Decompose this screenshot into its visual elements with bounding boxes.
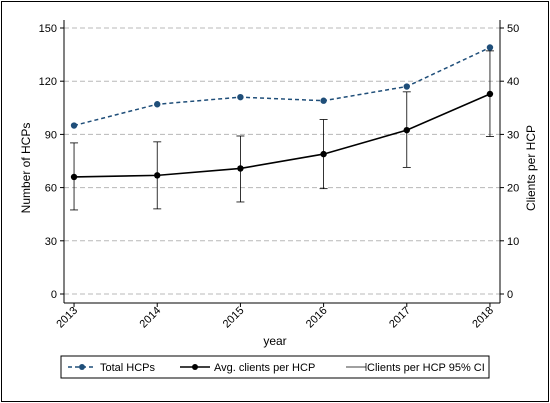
point-total-hcps	[237, 93, 244, 101]
point-total-hcps	[154, 101, 161, 108]
legend: Total HCPs Avg. clients per HCP Clients pe…	[60, 355, 490, 379]
legend-box	[60, 355, 490, 379]
point-total-hcps	[403, 83, 410, 90]
point-avg-clients	[237, 165, 244, 172]
point-avg-clients	[154, 172, 161, 179]
left-tick-label: 60	[45, 183, 57, 195]
series-lines	[73, 46, 491, 178]
x-axis-ticks: 2013 2014 2015 2016 2017 2018	[54, 303, 496, 330]
right-tick-label: 40	[507, 76, 519, 88]
left-tick-label: 0	[51, 289, 57, 301]
series-line-avg-clients	[74, 93, 491, 178]
left-tick-label: 120	[39, 76, 57, 88]
x-tick-label: 2014	[138, 305, 164, 331]
legend-label-ci: Clients per HCP 95% CI	[367, 362, 485, 374]
right-tick-label: 30	[507, 129, 519, 141]
legend-marker-avg-clients	[192, 364, 198, 370]
left-tick-label: 30	[45, 236, 57, 248]
x-axis-label: year	[263, 334, 286, 348]
point-avg-clients	[320, 150, 327, 158]
x-tick-label: 2013	[54, 305, 80, 331]
point-avg-clients	[70, 173, 78, 181]
axes	[63, 20, 501, 304]
grid-lines	[64, 27, 500, 295]
x-tick-label: 2016	[304, 305, 330, 331]
right-tick-label: 0	[507, 289, 513, 301]
y-axis-label-right: Clients per HCP	[524, 125, 538, 211]
point-total-hcps	[486, 44, 494, 51]
x-tick-label: 2018	[470, 305, 496, 331]
right-axis-ticks: 0 10 20 30 40 50	[500, 23, 519, 301]
point-avg-clients	[486, 90, 494, 98]
left-tick-label: 90	[45, 129, 57, 141]
point-avg-clients	[403, 126, 410, 134]
legend-label-total-hcps: Total HCPs	[100, 362, 156, 374]
right-tick-label: 50	[507, 23, 519, 35]
left-axis-ticks: 0 30 60 90 120 150	[39, 23, 64, 301]
series-points	[70, 44, 494, 181]
right-tick-label: 10	[507, 236, 519, 248]
legend-marker-total-hcps	[79, 364, 85, 370]
point-total-hcps	[70, 122, 78, 129]
series-line-total-hcps	[73, 46, 491, 127]
y-axis-label-left: Number of HCPs	[19, 123, 33, 214]
legend-label-avg-clients: Avg. clients per HCP	[214, 362, 315, 374]
left-tick-label: 150	[39, 23, 57, 35]
x-tick-label: 2017	[387, 305, 413, 331]
right-tick-label: 20	[507, 183, 519, 195]
x-tick-label: 2015	[221, 305, 247, 331]
point-total-hcps	[320, 97, 327, 104]
